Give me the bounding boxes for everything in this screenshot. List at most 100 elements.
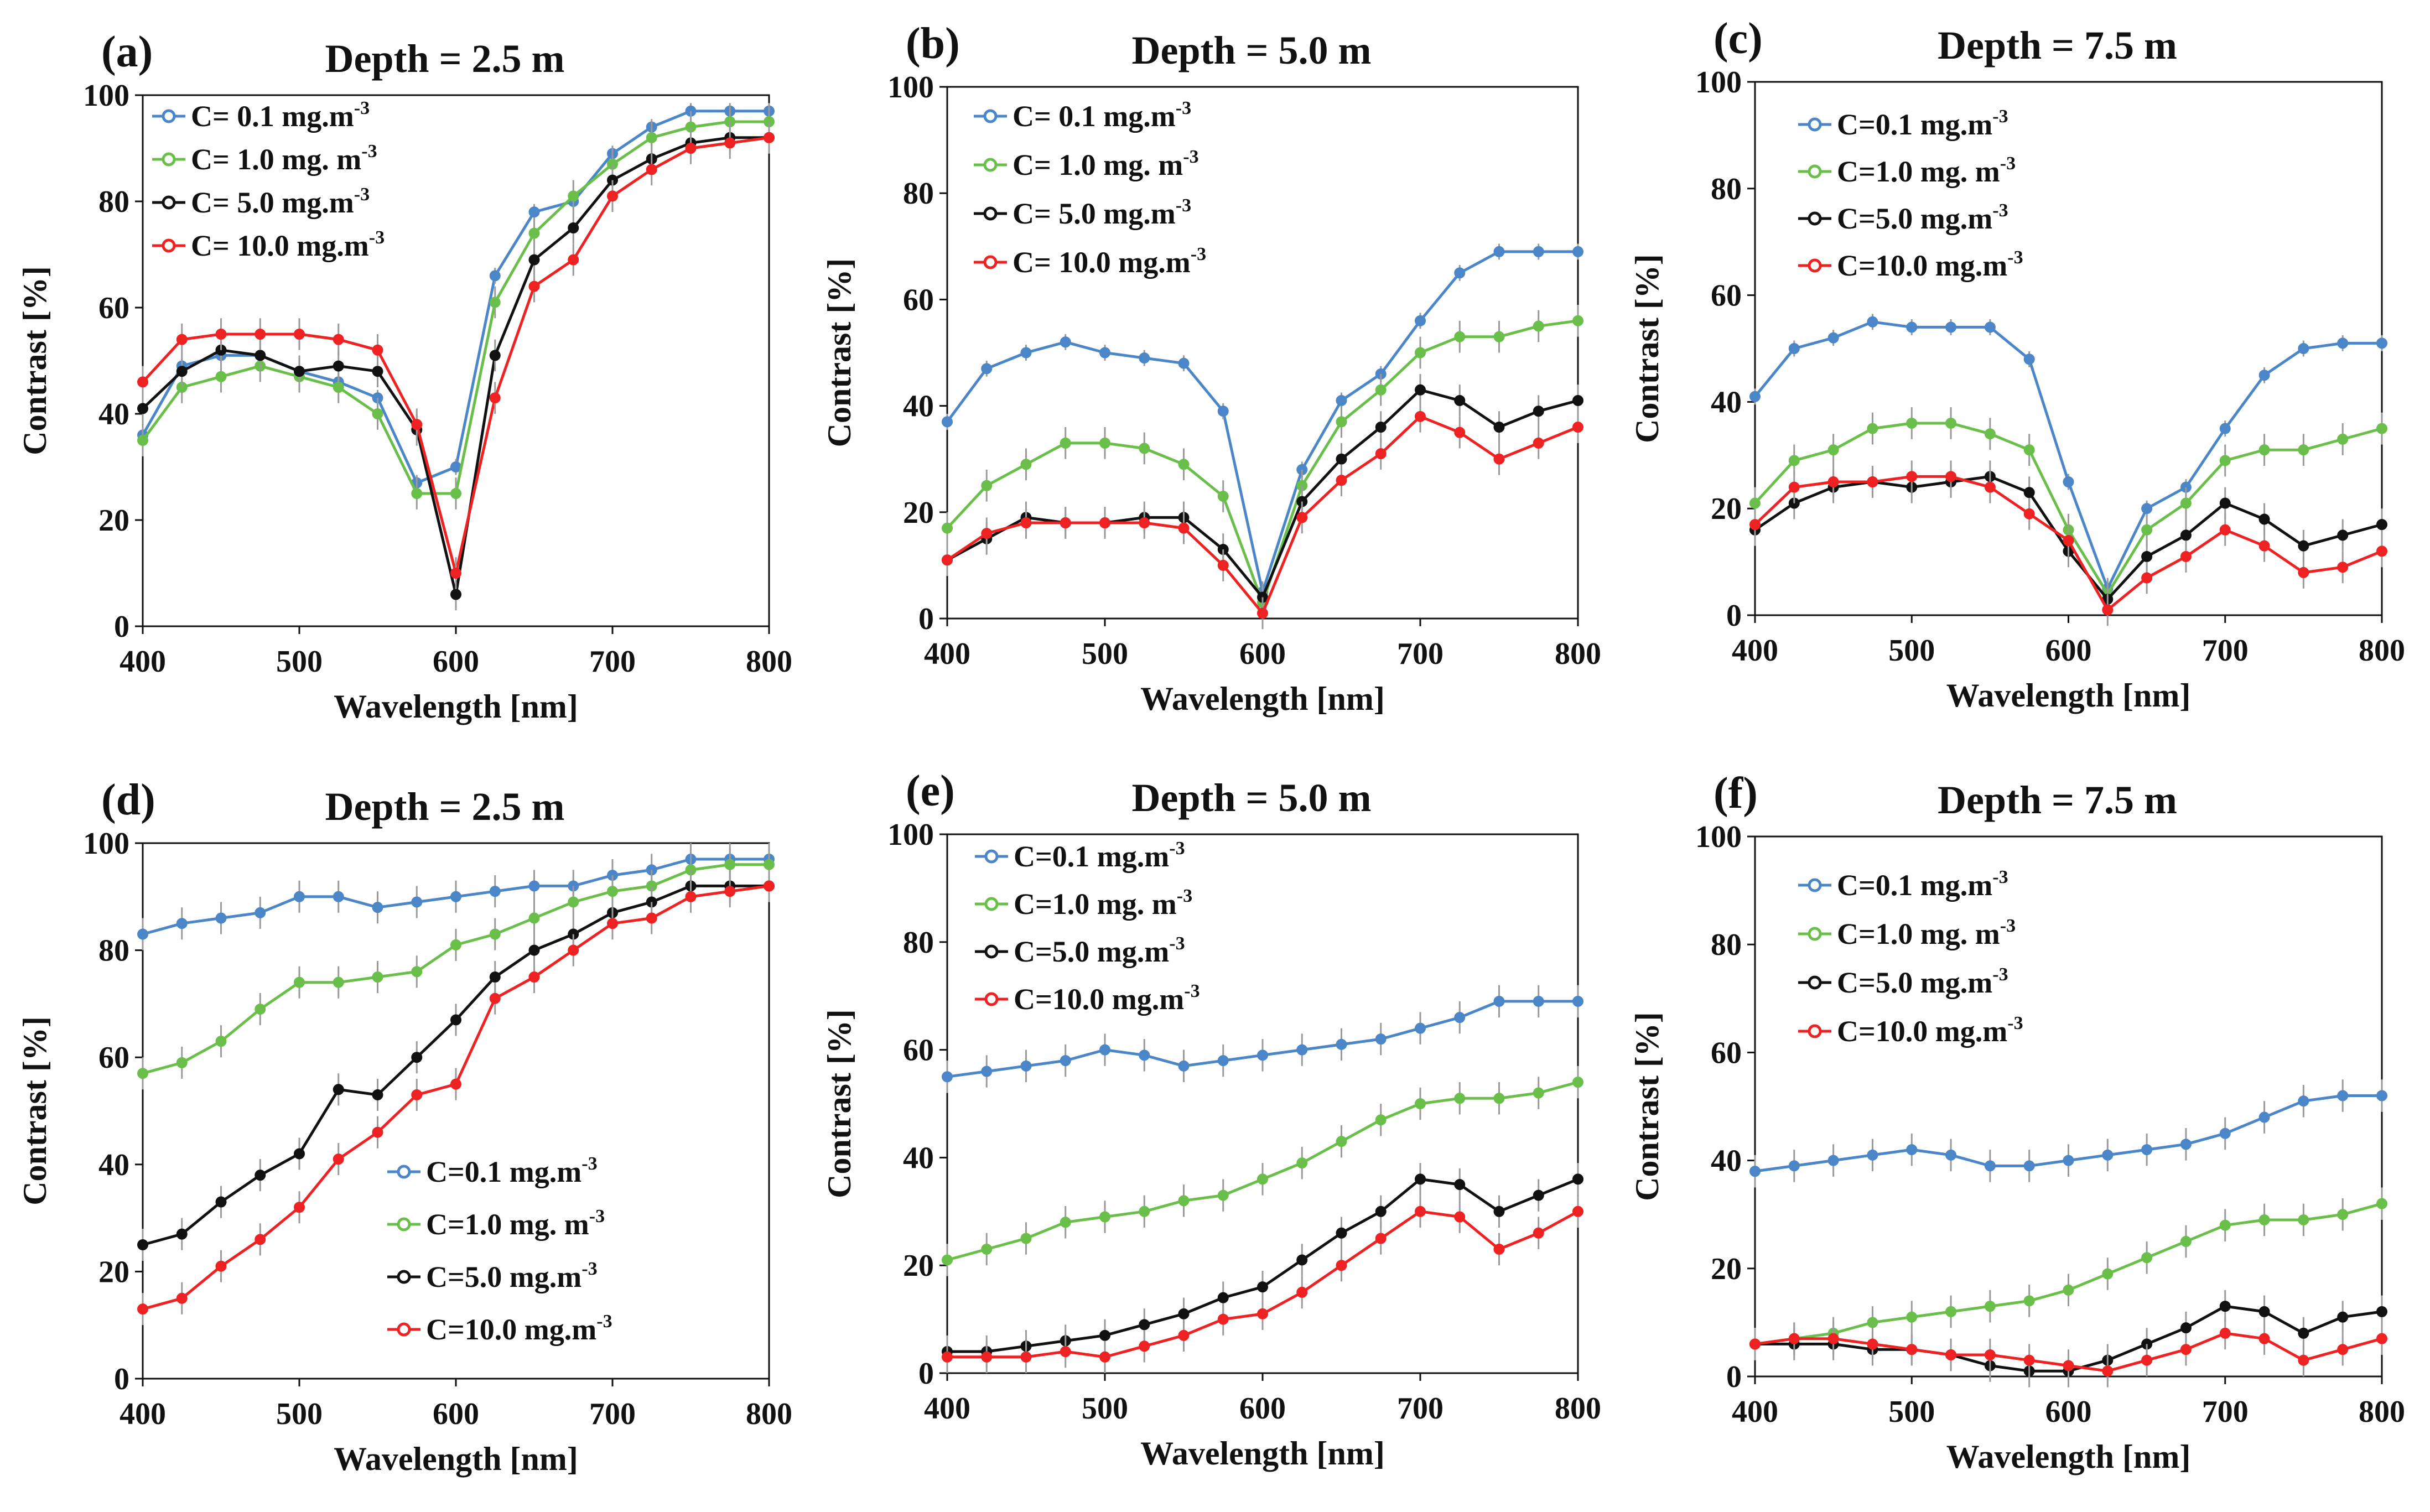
data-point: [1867, 1317, 1878, 1328]
data-point: [1415, 384, 1426, 396]
data-point: [176, 334, 188, 345]
legend-entry-black: C=5.0 mg.m-3: [387, 1259, 598, 1293]
data-point: [137, 1068, 148, 1079]
data-point: [1257, 607, 1268, 619]
data-point: [1099, 517, 1110, 529]
data-point: [1984, 1301, 1996, 1312]
data-point: [1493, 1243, 1505, 1255]
data-point: [215, 1196, 227, 1208]
data-point: [1788, 1333, 1800, 1344]
legend-swatch-marker: [984, 944, 999, 959]
data-point: [1217, 1055, 1229, 1067]
data-point: [333, 976, 344, 988]
data-point: [1984, 481, 1996, 493]
data-point: [2219, 497, 2231, 509]
data-point: [215, 1036, 227, 1047]
legend-label: C= 5.0 mg.m-3: [191, 184, 370, 219]
data-point: [1060, 517, 1071, 529]
data-point: [568, 190, 579, 202]
y-tick-label: 60: [98, 291, 129, 325]
data-point: [1454, 1093, 1466, 1104]
x-tick-label: 500: [1888, 633, 1935, 668]
data-point: [137, 403, 148, 414]
data-point: [942, 1254, 953, 1266]
data-point: [137, 928, 148, 940]
data-point: [1788, 1160, 1800, 1172]
data-point: [1749, 1166, 1761, 1177]
x-tick-label: 700: [1397, 637, 1444, 671]
data-point: [1178, 1308, 1190, 1319]
data-point: [1178, 1195, 1190, 1207]
data-point: [2298, 343, 2309, 354]
series-line: [141, 120, 769, 495]
legend-swatch-marker: [162, 238, 176, 253]
data-point: [1178, 357, 1190, 369]
data-point: [1375, 1233, 1387, 1244]
series-blue: [137, 843, 775, 950]
y-tick-label: 0: [1726, 1360, 1742, 1394]
data-point: [1572, 422, 1583, 433]
data-point: [2376, 1090, 2387, 1101]
panel-title: Depth = 7.5 m: [1938, 778, 2177, 822]
legend-label: C=0.1 mg.m-3: [1837, 867, 2008, 902]
data-point: [411, 966, 423, 978]
data-point: [2298, 1354, 2309, 1366]
data-point: [1788, 481, 1800, 493]
data-point: [764, 859, 775, 870]
data-point: [528, 280, 540, 292]
data-point: [1572, 1173, 1583, 1185]
data-point: [489, 993, 501, 1004]
data-point: [1749, 391, 1761, 402]
x-tick-label: 500: [276, 1397, 323, 1431]
x-tick-label: 500: [1082, 1391, 1128, 1426]
data-point: [1257, 1308, 1268, 1319]
y-tick-label: 80: [903, 926, 934, 960]
data-point: [176, 1292, 188, 1304]
data-point: [607, 886, 618, 897]
data-point: [372, 408, 383, 419]
data-point: [489, 270, 501, 282]
legend-swatch-marker: [162, 152, 176, 167]
data-point: [2219, 455, 2231, 466]
data-point: [568, 944, 579, 956]
data-point: [1572, 246, 1583, 257]
data-point: [724, 137, 736, 149]
legend-label: C=5.0 mg.m-3: [1837, 964, 2008, 999]
data-point: [2102, 1268, 2114, 1280]
data-point: [724, 886, 736, 897]
data-point: [1984, 428, 1996, 440]
x-axis-title: Wavelength [nm]: [1140, 1435, 1385, 1472]
legend-swatch-marker: [1808, 258, 1822, 273]
data-point: [2102, 1149, 2114, 1161]
data-point: [1060, 437, 1071, 449]
data-point: [2376, 1198, 2387, 1209]
data-point: [1020, 347, 1032, 358]
data-point: [215, 912, 227, 924]
data-point: [2180, 550, 2192, 562]
legend-label: C=5.0 mg.m-3: [1014, 933, 1185, 968]
data-point: [1139, 1049, 1150, 1061]
data-point: [1533, 1189, 1544, 1201]
data-point: [1139, 1340, 1150, 1352]
data-point: [2258, 444, 2270, 456]
y-tick-label: 40: [1711, 1144, 1742, 1178]
y-axis-title: Contrast [%]: [821, 258, 858, 448]
data-point: [1099, 1211, 1110, 1223]
data-point: [2141, 1354, 2153, 1366]
panel-label: (b): [906, 19, 960, 68]
series-black: [137, 870, 775, 1261]
data-point: [294, 976, 305, 988]
data-point: [1493, 422, 1505, 433]
x-tick-label: 400: [924, 637, 970, 671]
series-green: [942, 1066, 1583, 1276]
data-point: [1375, 1206, 1387, 1217]
legend-swatch-marker: [1808, 927, 1822, 941]
legend-swatch-marker: [984, 849, 999, 864]
data-point: [528, 254, 540, 266]
data-point: [294, 891, 305, 902]
y-tick-label: 60: [1711, 279, 1742, 313]
series-line: [946, 388, 1579, 599]
legend-entry-black: C= 5.0 mg.m-3: [974, 195, 1191, 230]
y-tick-label: 80: [1711, 928, 1742, 962]
data-point: [1454, 394, 1466, 406]
